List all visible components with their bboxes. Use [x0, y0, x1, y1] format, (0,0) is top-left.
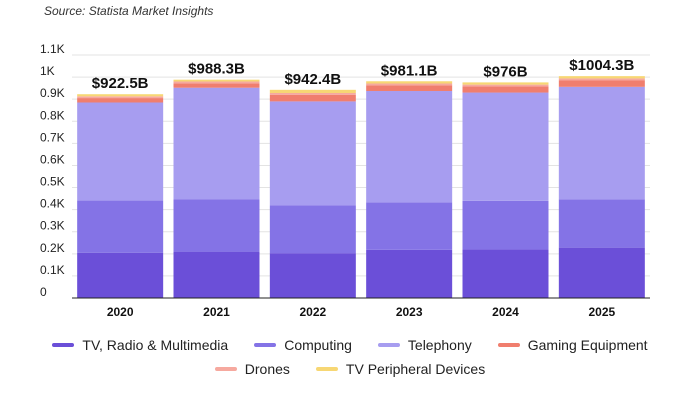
legend-swatch [377, 343, 400, 347]
y-tick-label: 0.4K [40, 197, 65, 211]
legend-item-tv-peripheral-devices[interactable]: TV Peripheral Devices [315, 361, 486, 377]
y-tick-label: 0.7K [40, 130, 65, 144]
y-tick-label: 1K [40, 64, 55, 78]
x-tick-label: 2021 [203, 305, 230, 319]
bar-segment-telephony [462, 92, 549, 201]
legend-swatch [497, 343, 520, 347]
bar-segment-tv-radio-multimedia [366, 249, 453, 298]
x-tick-label: 2022 [299, 305, 326, 319]
legend-swatch [214, 367, 237, 371]
bar-segment-gaming-equipment [269, 94, 356, 102]
bar-segment-tv-peripheral-devices [269, 89, 356, 93]
bar-segment-computing [77, 200, 164, 253]
legend-label: TV, Radio & Multimedia [82, 337, 229, 353]
bar-segment-gaming-equipment [173, 83, 260, 88]
legend-label: Telephony [407, 337, 472, 353]
total-label: $981.1B [381, 62, 438, 79]
bar-segment-tv-radio-multimedia [462, 249, 549, 298]
bar-segment-telephony [77, 102, 164, 201]
bar-segment-tv-peripheral-devices [173, 79, 260, 82]
bars [77, 76, 645, 298]
bar-segment-gaming-equipment [366, 85, 453, 92]
legend-label: Gaming Equipment [527, 337, 648, 353]
legend-label: Computing [284, 337, 352, 353]
y-tick-label: 0.8K [40, 108, 65, 122]
total-label: $922.5B [92, 75, 149, 92]
legend-item-drones[interactable]: Drones [214, 361, 290, 377]
legend-label: Drones [244, 361, 290, 377]
chart-source: Source: Statista Market Insights [44, 4, 214, 18]
total-label: $942.4B [284, 71, 341, 88]
bar-segment-drones [558, 78, 645, 81]
bar-segment-telephony [366, 91, 453, 203]
total-label: $1004.3B [569, 57, 634, 74]
bar-segment-drones [173, 81, 260, 84]
total-label: $976B [483, 63, 527, 80]
legend-item-computing[interactable]: Computing [254, 337, 352, 353]
x-tick-label: 2025 [588, 305, 615, 319]
x-tick-label: 2023 [396, 305, 423, 319]
legend-item-telephony[interactable]: Telephony [377, 337, 472, 353]
legend-label: TV Peripheral Devices [345, 361, 486, 377]
bar-segment-tv-peripheral-devices [462, 82, 549, 85]
x-tick-label: 2020 [107, 305, 134, 319]
legend-swatch [315, 367, 338, 371]
stacked-bar-chart: 0 0.1K 0.2K 0.3K 0.4K 0.5K 0.6K 0.7K 0.8K 0.9K 1K 1… [40, 42, 650, 319]
bar-segment-telephony [558, 86, 645, 200]
legend-item-tv-radio-multimedia[interactable]: TV, Radio & Multimedia [52, 337, 228, 353]
bar-segment-telephony [269, 101, 356, 206]
bar-segment-gaming-equipment [558, 80, 645, 87]
bar-segment-drones [462, 84, 549, 87]
y-tick-label: 0.5K [40, 175, 65, 189]
legend-swatch [52, 343, 75, 347]
bar-segment-drones [269, 92, 356, 95]
bar-stack-2023 [366, 81, 453, 298]
x-tick-label: 2024 [492, 305, 519, 319]
y-tick-label: 1.1K [40, 42, 65, 56]
y-tick-label: 0.1K [40, 263, 65, 277]
y-tick-label: 0.6K [40, 152, 65, 166]
bar-stack-2025 [558, 76, 645, 298]
y-axis-ticks: 0 0.1K 0.2K 0.3K 0.4K 0.5K 0.6K 0.7K 0.8K 0.9K 1K 1… [40, 42, 65, 299]
bar-segment-tv-peripheral-devices [77, 94, 164, 97]
bar-segment-tv-peripheral-devices [366, 81, 453, 84]
bar-segment-computing [558, 199, 645, 248]
bar-segment-drones [366, 83, 453, 86]
bar-segment-gaming-equipment [462, 86, 549, 93]
total-labels: $922.5B $988.3B $942.4B $981.1B $976B $1004.3… [92, 57, 635, 92]
y-tick-label: 0.9K [40, 86, 65, 100]
bar-stack-2021 [173, 79, 260, 298]
bar-segment-drones [77, 96, 164, 99]
bar-segment-tv-radio-multimedia [269, 253, 356, 298]
bar-segment-computing [366, 202, 453, 250]
bar-stack-2020 [77, 94, 164, 298]
bar-segment-tv-peripheral-devices [558, 76, 645, 79]
bar-segment-telephony [173, 87, 260, 200]
bar-segment-tv-radio-multimedia [77, 252, 164, 298]
y-tick-label: 0.3K [40, 219, 65, 233]
y-tick-label: 0 [40, 285, 47, 299]
bar-segment-computing [462, 200, 549, 250]
legend-swatch [254, 343, 277, 347]
x-axis-ticks: 2020 2021 2022 2023 2024 2025 [107, 305, 616, 319]
bar-segment-computing [269, 205, 356, 254]
bar-segment-tv-radio-multimedia [173, 251, 260, 298]
bar-segment-gaming-equipment [77, 98, 164, 103]
bar-stack-2024 [462, 82, 549, 298]
bar-stack-2022 [269, 89, 356, 298]
legend-item-gaming-equipment[interactable]: Gaming Equipment [497, 337, 648, 353]
bar-segment-tv-radio-multimedia [558, 247, 645, 298]
total-label: $988.3B [188, 61, 245, 78]
gridlines [72, 54, 650, 277]
legend: TV, Radio & Multimedia Computing Telephony… [40, 337, 660, 377]
y-tick-label: 0.2K [40, 241, 65, 255]
bar-segment-computing [173, 199, 260, 252]
